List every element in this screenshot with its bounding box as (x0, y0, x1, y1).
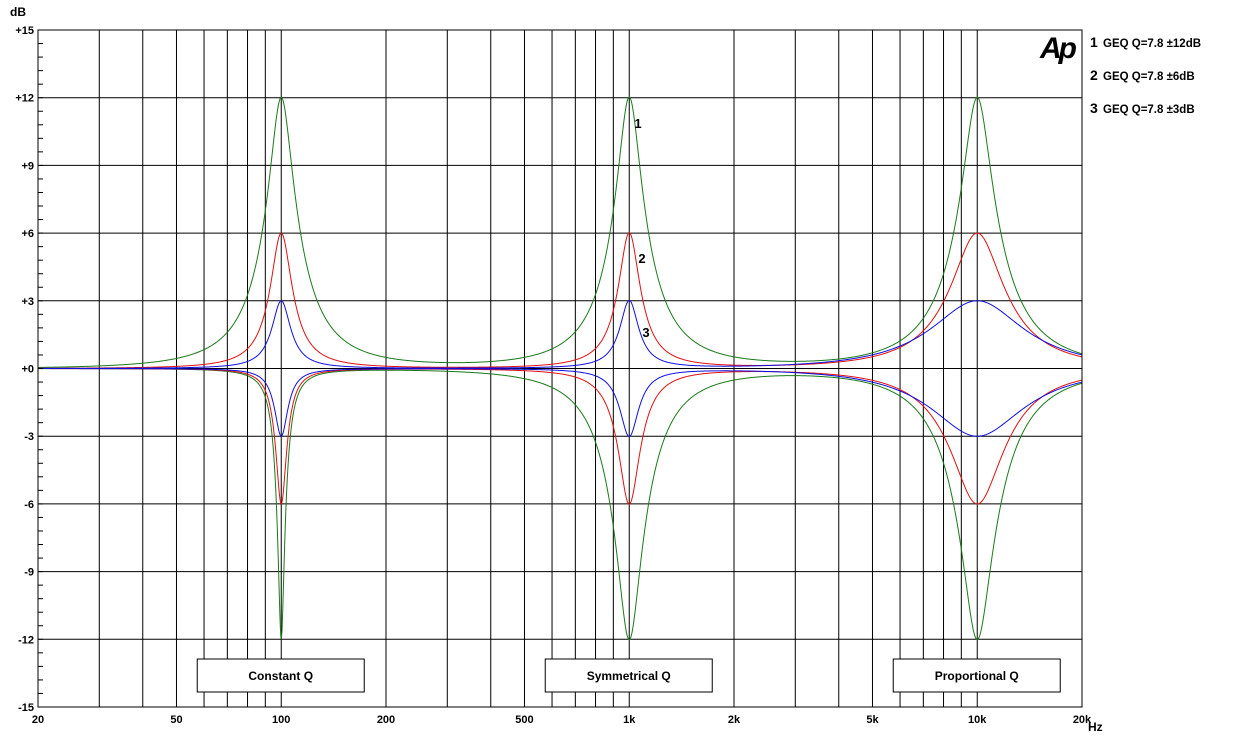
section-labels: Constant Q Symmetrical Q Proportional Q (196, 658, 1061, 693)
section-label-box (892, 658, 1061, 693)
y-tick-label: +0 (21, 364, 34, 376)
y-tick-label: -9 (24, 567, 34, 579)
x-tick-label: 200 (377, 714, 395, 726)
y-tick-label: -15 (18, 702, 34, 714)
curves (37, 96, 1083, 641)
x-tick-label: 500 (515, 714, 533, 726)
x-tick-label: 100 (272, 714, 290, 726)
y-tick-label: +9 (21, 160, 34, 172)
legend: 1 GEQ Q=7.8 ±12dB 2 GEQ Q=7.8 ±6dB 3 GEQ Q=7.… (1090, 34, 1201, 116)
x-tick-label: 5k (866, 714, 879, 726)
y-tick-label: -6 (24, 499, 34, 511)
x-tick-label: 2k (728, 714, 741, 726)
section-label-box (196, 658, 365, 693)
curve-number-labels: 1 2 3 (634, 116, 649, 340)
section-label: Constant Q (248, 669, 313, 683)
section-label-box (544, 658, 713, 693)
x-axis-label: Hz (1088, 720, 1103, 734)
legend-number: 3 (1090, 100, 1098, 116)
y-tick-label: -3 (24, 431, 34, 443)
series-line-2-boost (38, 232, 1083, 369)
curve-label-1: 1 (634, 116, 641, 131)
x-tick-label: 50 (170, 714, 182, 726)
x-tick-label: 20k (1073, 714, 1092, 726)
legend-number: 1 (1090, 34, 1098, 50)
series-line-3-cut (38, 368, 1083, 438)
grid (38, 30, 1082, 707)
legend-entry: GEQ Q=7.8 ±12dB (1103, 38, 1201, 50)
series-line-1-boost (37, 96, 1083, 368)
y-tick-label: -12 (18, 634, 34, 646)
series-line-3-boost (38, 299, 1083, 369)
y-tick-label: +3 (21, 296, 34, 308)
y-axis-label: dB (10, 5, 26, 19)
x-tick-label: 10k (968, 714, 987, 726)
x-tick-label: 1k (623, 714, 636, 726)
legend-number: 2 (1090, 67, 1098, 83)
y-tick-label: +12 (15, 93, 34, 105)
legend-entry: GEQ Q=7.8 ±6dB (1103, 71, 1195, 83)
section-label: Symmetrical Q (587, 669, 671, 683)
y-tick-label: +6 (21, 228, 34, 240)
section-label: Proportional Q (935, 669, 1019, 683)
legend-entry: GEQ Q=7.8 ±3dB (1103, 104, 1195, 116)
ap-logo: Ap (1039, 32, 1077, 65)
curve-label-3: 3 (642, 325, 649, 340)
curve-label-2: 2 (638, 251, 645, 266)
x-tick-label: 20 (32, 714, 44, 726)
y-tick-label: +15 (15, 25, 34, 37)
